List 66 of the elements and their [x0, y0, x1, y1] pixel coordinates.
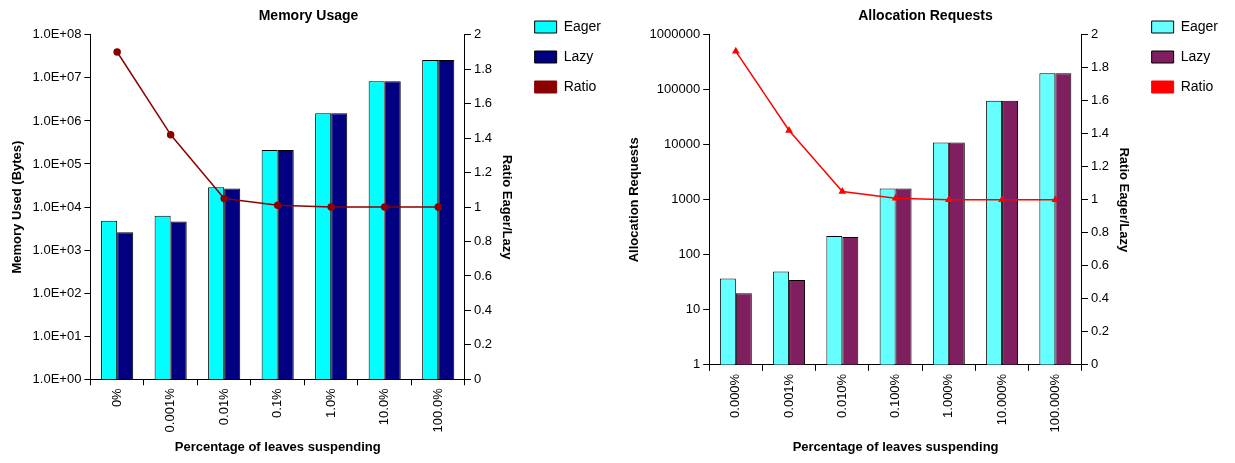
y-tick-label: 1.0E+00: [32, 370, 82, 386]
x-tick-label: 0.100%: [887, 373, 903, 418]
chart-title: Allocation Requests: [858, 7, 993, 24]
y-tick-label: 10: [685, 301, 701, 317]
y2-tick-label: 0: [1090, 356, 1099, 372]
x-axis-title: Percentage of leaves suspending: [792, 438, 999, 454]
x-tick-label: 0.000%: [727, 373, 743, 418]
x-tick-label: 10.0%: [376, 387, 392, 426]
chart-title: Memory Usage: [258, 7, 359, 24]
y-tick-label: 1: [692, 356, 701, 372]
y2-tick-label: 0.4: [473, 301, 493, 317]
y-tick-label: 1.0E+03: [32, 241, 82, 257]
y-tick-label: 1000: [671, 191, 701, 207]
y-tick-label: 1.0E+04: [32, 198, 82, 214]
y-tick-label: 1.0E+08: [32, 26, 82, 42]
y-tick-label: 100000: [656, 81, 701, 97]
y-tick-label: 1.0E+01: [32, 327, 82, 343]
y2-axis-title: Ratio Eager/Lazy: [500, 154, 516, 261]
x-tick-label: 100.000%: [1046, 373, 1062, 433]
y2-tick-label: 1.2: [1090, 158, 1110, 174]
y2-tick-label: 0.8: [1090, 224, 1110, 240]
legend-label: Eager: [563, 17, 602, 34]
y2-tick-label: 0.2: [1090, 323, 1110, 339]
x-tick-label: 10.000%: [993, 373, 1009, 426]
y-tick-label: 10000: [664, 136, 701, 152]
x-tick-label: 1.000%: [940, 373, 956, 418]
y2-tick-label: 2: [473, 26, 482, 42]
y2-tick-label: 1.4: [1090, 125, 1110, 141]
x-tick-label: 0.1%: [269, 387, 285, 418]
y2-tick-label: 0.6: [1090, 257, 1110, 273]
legend-label: Lazy: [1180, 47, 1211, 64]
legend-label: Lazy: [563, 47, 594, 64]
y2-tick-label: 1.6: [473, 95, 493, 111]
y2-axis-title: Ratio Eager/Lazy: [1117, 147, 1133, 253]
y2-tick-label: 0: [473, 370, 482, 386]
y2-tick-label: 1: [1090, 191, 1099, 207]
y2-tick-label: 0.8: [473, 233, 493, 249]
y-tick-label: 1000000: [649, 26, 701, 42]
x-tick-label: 0.010%: [833, 373, 849, 418]
y2-tick-label: 1.4: [473, 129, 493, 145]
x-tick-label: 0%: [108, 387, 124, 408]
x-axis-title: Percentage of leaves suspending: [174, 438, 381, 454]
y-tick-label: 1.0E+02: [32, 284, 82, 300]
y-tick-label: 1.0E+06: [32, 112, 82, 128]
y2-tick-label: 0.2: [473, 336, 493, 352]
y-axis-title: Allocation Requests: [626, 137, 642, 263]
y2-tick-label: 1.6: [1090, 92, 1110, 108]
y2-tick-label: 1.8: [473, 60, 493, 76]
y2-tick-label: 2: [1090, 26, 1099, 42]
legend-label: Eager: [1180, 17, 1219, 34]
y2-tick-label: 0.6: [473, 267, 493, 283]
x-tick-label: 0.001%: [780, 373, 796, 418]
y-tick-label: 100: [678, 246, 701, 262]
y-tick-label: 1.0E+07: [32, 69, 82, 85]
y2-tick-label: 1.2: [473, 164, 493, 180]
x-tick-label: 100.0%: [429, 387, 445, 433]
legend-label: Ratio: [563, 77, 597, 94]
legend-label: Ratio: [1180, 77, 1214, 94]
y2-tick-label: 1: [473, 198, 482, 214]
x-tick-label: 1.0%: [322, 387, 338, 418]
y-axis-title: Memory Used (Bytes): [9, 140, 25, 274]
y2-tick-label: 1.8: [1090, 59, 1110, 75]
x-tick-label: 0.001%: [162, 387, 178, 433]
x-tick-label: 0.01%: [215, 387, 231, 426]
y-tick-label: 1.0E+05: [32, 155, 82, 171]
y2-tick-label: 0.4: [1090, 290, 1110, 306]
